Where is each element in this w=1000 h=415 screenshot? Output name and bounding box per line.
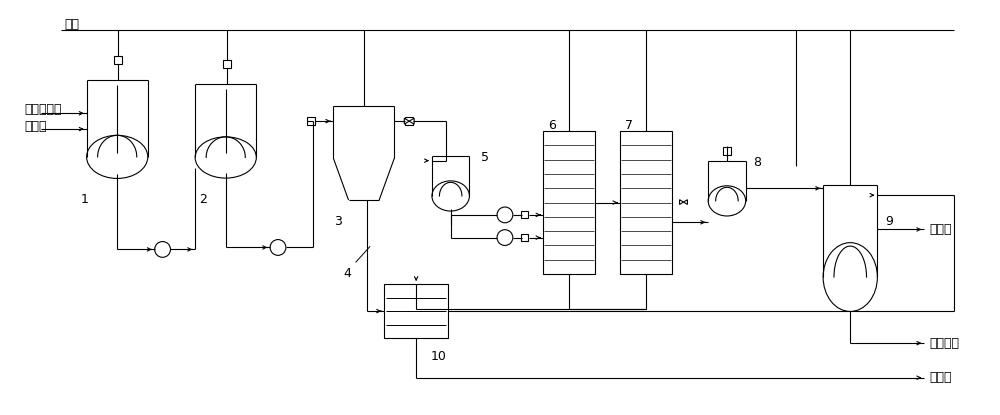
Polygon shape (684, 200, 687, 205)
Text: 1: 1 (81, 193, 89, 206)
Text: 氮气: 氮气 (64, 18, 79, 31)
Text: 9: 9 (885, 215, 893, 228)
Text: 萃取剂: 萃取剂 (929, 223, 952, 236)
Ellipse shape (195, 137, 256, 178)
Text: 3: 3 (334, 215, 342, 228)
Text: 精制沥青: 精制沥青 (929, 337, 959, 350)
Polygon shape (404, 118, 409, 124)
Bar (307, 117, 315, 125)
Text: 煤液化残渣: 煤液化残渣 (24, 103, 62, 116)
Circle shape (497, 207, 513, 223)
Bar (405, 117, 413, 125)
Text: 4: 4 (343, 267, 351, 280)
Ellipse shape (708, 186, 746, 216)
Bar (223, 60, 231, 68)
Polygon shape (409, 118, 414, 124)
Bar (521, 234, 528, 241)
Bar (620, 131, 672, 274)
Ellipse shape (87, 135, 148, 178)
Text: 萃取剂: 萃取剂 (24, 120, 47, 133)
Bar (723, 147, 731, 155)
Ellipse shape (432, 181, 469, 211)
Text: 5: 5 (481, 151, 489, 164)
Text: 2: 2 (199, 193, 207, 206)
Circle shape (155, 242, 170, 257)
Text: 6: 6 (548, 119, 556, 132)
Polygon shape (680, 200, 684, 205)
Ellipse shape (823, 243, 877, 312)
Circle shape (270, 239, 286, 255)
Bar (114, 56, 122, 64)
Text: 8: 8 (754, 156, 762, 169)
Text: 7: 7 (625, 119, 633, 132)
Text: 10: 10 (430, 350, 446, 363)
Circle shape (497, 229, 513, 246)
Bar (521, 212, 528, 218)
Text: 干滤渣: 干滤渣 (929, 371, 952, 384)
Bar (384, 284, 448, 338)
Bar (543, 131, 595, 274)
